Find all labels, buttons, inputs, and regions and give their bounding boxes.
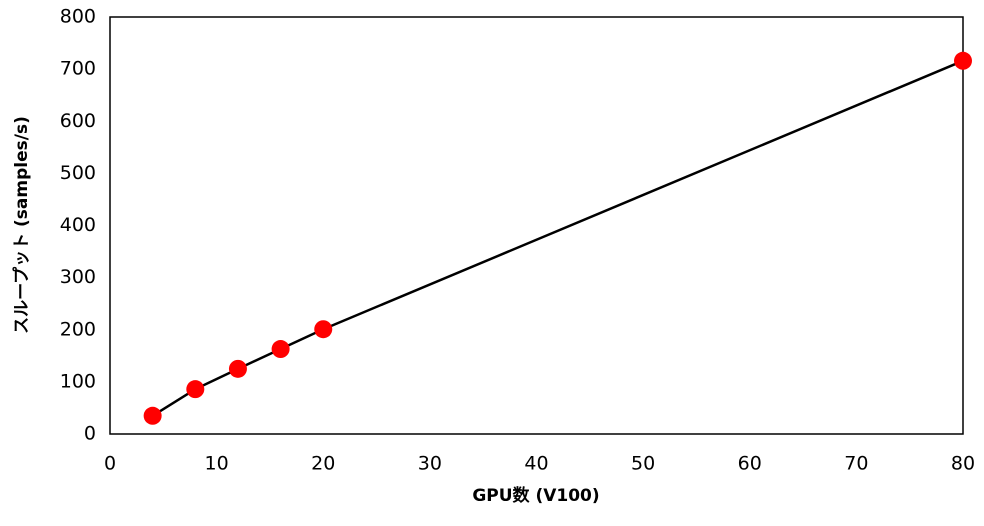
x-axis-title: GPU数 (V100): [472, 485, 599, 506]
y-tick-label: 700: [60, 58, 96, 80]
y-tick-label: 400: [60, 214, 96, 236]
y-tick-label: 500: [60, 162, 96, 184]
x-tick-label: 40: [524, 453, 548, 475]
y-tick-label: 300: [60, 266, 96, 288]
x-tick-label: 20: [311, 453, 335, 475]
x-tick-label: 50: [631, 453, 655, 475]
y-tick-label: 800: [60, 6, 96, 28]
x-tick-label: 30: [418, 453, 442, 475]
marker: [314, 320, 333, 339]
line: [151, 59, 964, 417]
plot-frame: [109, 16, 964, 435]
y-tick-label: 100: [60, 370, 96, 392]
x-tick-label: 70: [844, 453, 868, 475]
marker: [271, 340, 290, 359]
marker: [228, 359, 247, 378]
y-tick-label: 200: [60, 318, 96, 340]
y-tick-label: 0: [84, 423, 96, 445]
x-tick-label: 80: [951, 453, 975, 475]
marker: [143, 406, 162, 425]
x-tick-label: 0: [104, 453, 116, 475]
y-axis-title: スループット (samples/s): [11, 116, 32, 334]
x-tick-label: 10: [205, 453, 229, 475]
x-tick-label: 60: [738, 453, 762, 475]
marker: [186, 380, 205, 399]
marker: [954, 51, 972, 70]
y-tick-label: 600: [60, 110, 96, 132]
